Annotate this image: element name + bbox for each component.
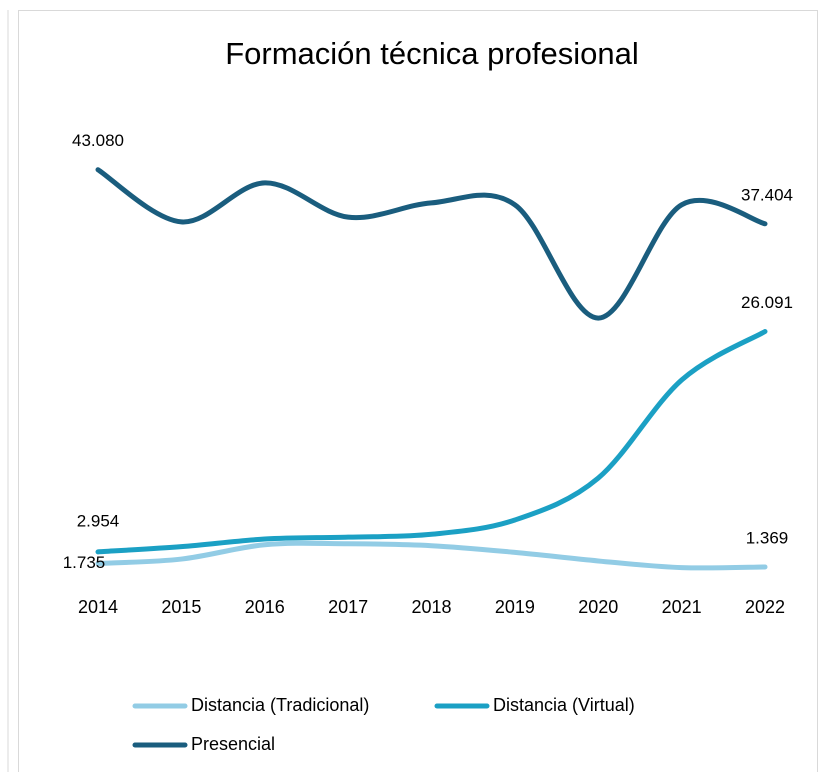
series-line	[95, 329, 768, 555]
x-tick-label: 2017	[328, 597, 368, 617]
x-tick-label: 2018	[411, 597, 451, 617]
legend-label: Distancia (Tradicional)	[191, 695, 369, 715]
data-label: 43.080	[72, 131, 124, 150]
x-tick-label: 2015	[161, 597, 201, 617]
legend-label: Presencial	[191, 734, 275, 754]
x-tick-label: 2021	[662, 597, 702, 617]
data-label: 2.954	[77, 511, 120, 530]
chart-title: Formación técnica profesional	[225, 36, 639, 71]
series-line	[95, 540, 768, 571]
data-label: 26.091	[741, 293, 793, 312]
chart-frame	[18, 10, 818, 772]
x-tick-label: 2016	[245, 597, 285, 617]
legend-label: Distancia (Virtual)	[493, 695, 635, 715]
series-line	[95, 167, 768, 321]
data-label: 37.404	[741, 185, 793, 204]
x-tick-label: 2014	[78, 597, 118, 617]
x-tick-label: 2019	[495, 597, 535, 617]
data-label: 1.735	[63, 553, 106, 572]
x-tick-label: 2022	[745, 597, 785, 617]
data-label: 1.369	[746, 528, 789, 547]
x-tick-label: 2020	[578, 597, 618, 617]
